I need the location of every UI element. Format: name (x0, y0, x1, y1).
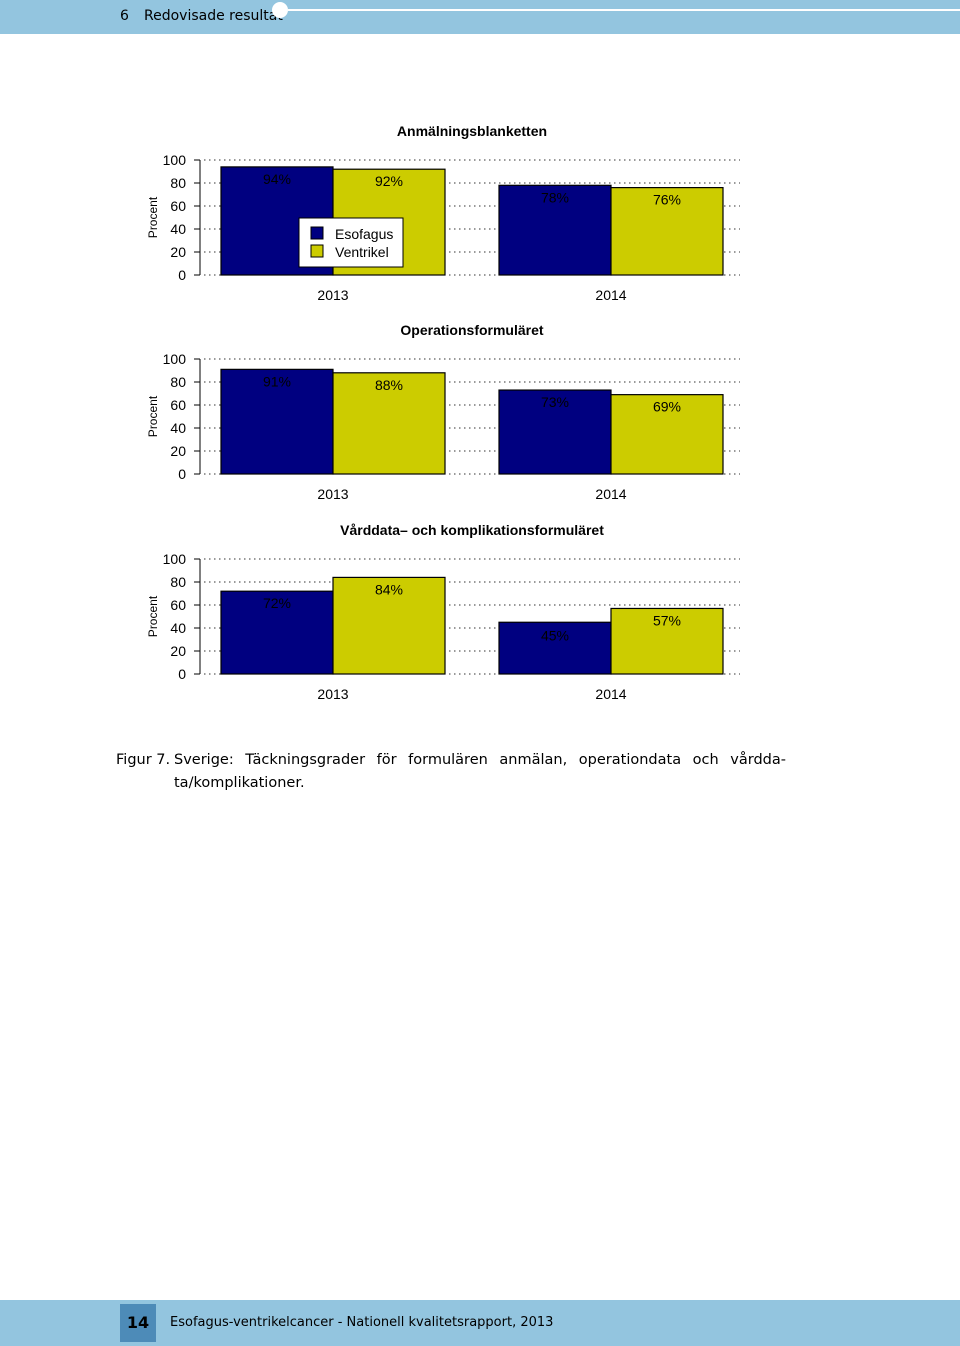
y-axis-label: Procent (146, 196, 160, 238)
chart-anmalningsblanketten: Anmälningsblanketten Procent 0 20 40 60 80 100 9… (0, 115, 960, 315)
y-tick-label: 60 (170, 198, 186, 214)
legend-swatch (310, 244, 324, 258)
caption-text: Sverige: Täckningsgrader för formulären … (174, 752, 786, 768)
bar (610, 394, 724, 475)
chart-operationsformularet: Operationsformuläret Procent 0 20 40 60 80 100 9… (0, 314, 960, 514)
data-label: 72% (263, 595, 291, 611)
chart-varddata: Vårddata– och komplikationsformuläret Pro… (0, 514, 960, 714)
legend-label: Esofagus (335, 226, 393, 242)
y-tick-label: 80 (170, 374, 186, 390)
x-tick-label: 2014 (595, 486, 626, 502)
chart-svg-1: Anmälningsblanketten Procent 0 20 40 60 80 100 9… (146, 123, 740, 303)
chart-title: Anmälningsblanketten (397, 123, 547, 139)
bar (610, 186, 724, 276)
data-label: 45% (541, 627, 569, 643)
data-label: 57% (653, 612, 681, 628)
y-tick-label: 20 (170, 443, 186, 459)
y-axis-label: Procent (146, 395, 160, 437)
caption-label: Figur 7. (116, 752, 171, 768)
y-tick-label: 40 (170, 420, 186, 436)
y-tick-label: 0 (178, 466, 186, 482)
bar (332, 372, 446, 475)
y-tick-label: 20 (170, 244, 186, 260)
data-label: 94% (263, 171, 291, 187)
x-tick-label: 2014 (595, 686, 626, 702)
data-label: 69% (653, 399, 681, 415)
y-tick-label: 40 (170, 221, 186, 237)
data-label: 76% (653, 192, 681, 208)
header-dot (272, 2, 288, 18)
data-label: 84% (375, 581, 403, 597)
y-tick-label: 0 (178, 267, 186, 283)
y-tick-label: 0 (178, 666, 186, 682)
y-axis-label: Procent (146, 595, 160, 637)
chart-svg-2: Operationsformuläret Procent 0 20 40 60 80 100 9… (146, 322, 740, 502)
data-label: 73% (541, 394, 569, 410)
data-label: 78% (541, 189, 569, 205)
data-label: 91% (263, 373, 291, 389)
bar (610, 607, 724, 675)
x-tick-label: 2013 (317, 486, 348, 502)
legend-box (298, 217, 404, 268)
legend: Esofagus Ventrikel (298, 217, 404, 268)
bar (220, 590, 334, 675)
bar (498, 184, 612, 276)
legend-swatch (310, 226, 324, 240)
chapter-number: 6 (120, 8, 129, 24)
y-tick-label: 100 (163, 351, 187, 367)
caption-text-cont: ta/komplikationer. (174, 775, 305, 791)
y-tick-label: 100 (163, 551, 187, 567)
y-tick-label: 80 (170, 175, 186, 191)
x-tick-label: 2014 (595, 287, 626, 303)
y-tick-label: 20 (170, 643, 186, 659)
chart-title: Vårddata– och komplikationsformuläret (340, 522, 604, 538)
y-tick-label: 40 (170, 620, 186, 636)
bar (498, 389, 612, 475)
data-label: 92% (375, 173, 403, 189)
page-header: 6 Redovisade resultat (0, 0, 960, 34)
chart-title: Operationsformuläret (400, 322, 543, 338)
y-tick-label: 60 (170, 397, 186, 413)
chapter-title: Redovisade resultat (144, 8, 283, 24)
bar (220, 368, 334, 475)
y-tick-label: 100 (163, 152, 187, 168)
x-tick-label: 2013 (317, 287, 348, 303)
page-footer: 14 Esofagus-ventrikelcancer - Nationell … (0, 1300, 960, 1346)
y-tick-label: 60 (170, 597, 186, 613)
header-rule (288, 9, 960, 11)
legend-label: Ventrikel (335, 244, 389, 260)
bar (498, 621, 612, 675)
footer-text: Esofagus-ventrikelcancer - Nationell kva… (170, 1315, 554, 1330)
page-number: 14 (120, 1304, 156, 1342)
bar (332, 576, 446, 675)
x-tick-label: 2013 (317, 686, 348, 702)
data-label: 88% (375, 377, 403, 393)
chart-svg-3: Vårddata– och komplikationsformuläret Pro… (146, 522, 740, 702)
y-tick-label: 80 (170, 574, 186, 590)
